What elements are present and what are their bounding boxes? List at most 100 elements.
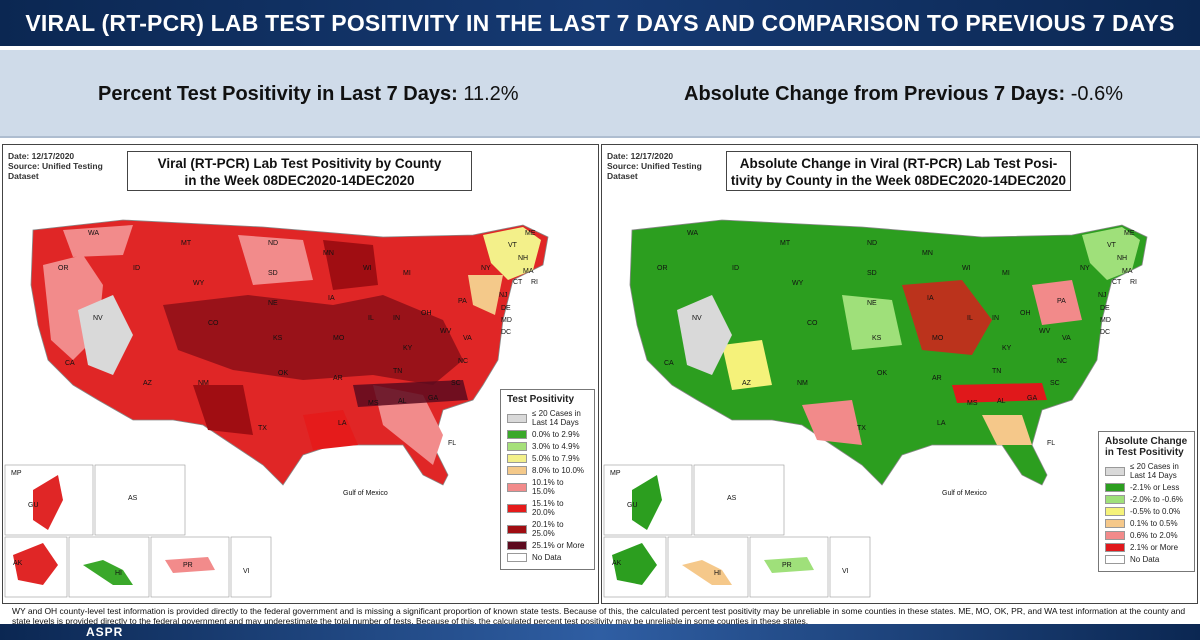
state-label: IN — [992, 315, 999, 322]
panel-meta: Date: 12/17/2020 Source: Unified Testing… — [607, 151, 717, 181]
state-labels: WA OR CA NV ID MT WY CO AZ NM ND SD NE K… — [58, 230, 538, 447]
state-label: MD — [1100, 317, 1111, 324]
state-label: ID — [732, 265, 739, 272]
footer-bar: ASPR — [0, 624, 1200, 640]
legend-label: 15.1% to 20.0% — [532, 499, 564, 517]
state-label: AL — [997, 398, 1006, 405]
state-label: PA — [458, 298, 467, 305]
state-label: SD — [268, 270, 278, 277]
legend-title: Test Positivity — [507, 394, 575, 405]
positivity-value: 11.2% — [463, 83, 519, 105]
us-map-shape — [30, 219, 549, 486]
state-label: DC — [501, 329, 511, 336]
state-label: MA — [1122, 268, 1133, 275]
state-label: GA — [428, 395, 438, 402]
state-label: VT — [508, 242, 518, 249]
aspr-logo: ASPR — [86, 625, 124, 639]
legend-label: 10.1% to 15.0% — [532, 478, 564, 496]
legend-label: 3.0% to 4.9% — [532, 442, 580, 451]
state-label: PA — [1057, 298, 1066, 305]
state-label: IA — [927, 295, 934, 302]
state-label: OH — [421, 310, 432, 317]
state-label: WY — [792, 280, 804, 287]
state-label: CT — [513, 279, 523, 286]
legend-label: 5.0% to 7.9% — [532, 454, 580, 463]
state-label: TX — [258, 425, 267, 432]
legend-item: 8.0% to 10.0% — [507, 466, 588, 475]
legend-label: ≤ 20 Cases in Last 14 Days — [1130, 462, 1179, 480]
legend-label: -2.1% or Less — [1130, 483, 1180, 492]
territory-label: MP — [610, 470, 621, 477]
state-label: KS — [273, 335, 283, 342]
change-label: Absolute Change from Previous 7 Days: — [684, 83, 1066, 105]
state-label: TN — [393, 368, 402, 375]
legend-label: -2.0% to -0.6% — [1130, 495, 1183, 504]
positivity-map-panel: WA OR CA NV ID MT WY CO AZ NM ND SD NE K… — [2, 144, 599, 604]
legend-swatch — [507, 524, 527, 534]
state-label: IL — [368, 315, 374, 322]
state-label: OR — [58, 265, 69, 272]
water-label: Gulf of Mexico — [942, 490, 987, 497]
state-label: MS — [368, 400, 379, 407]
state-label: CA — [65, 360, 75, 367]
state-label: NV — [692, 315, 702, 322]
legend-item: 15.1% to 20.0% — [507, 499, 588, 517]
panel-date: Date: 12/17/2020 — [607, 151, 674, 161]
state-label: SD — [867, 270, 877, 277]
legend-item: -2.0% to -0.6% — [1105, 495, 1188, 504]
legend-label: 0.6% to 2.0% — [1130, 531, 1178, 540]
legend-item: 3.0% to 4.9% — [507, 442, 588, 451]
legend-item: No Data — [1105, 555, 1188, 564]
panel-source: Source: Unified Testing Dataset — [607, 161, 702, 181]
legend-swatch — [507, 454, 527, 463]
state-label: ME — [1124, 230, 1135, 237]
panel-title-line: tivity by County in the Week 08DEC2020-1… — [730, 173, 1067, 188]
title-bar: VIRAL (RT-PCR) LAB TEST POSITIVITY IN TH… — [0, 0, 1200, 46]
legend-item: 25.1% or More — [507, 541, 588, 550]
state-label: NH — [1117, 255, 1127, 262]
legend-swatch — [507, 503, 527, 513]
territory-label: PR — [782, 562, 792, 569]
state-label: VA — [463, 335, 472, 342]
legend-swatch — [1105, 531, 1125, 540]
legend-item: ≤ 20 Cases in Last 14 Days — [507, 409, 588, 427]
state-label: OH — [1020, 310, 1031, 317]
state-label: RI — [531, 279, 538, 286]
state-label: CO — [807, 320, 818, 327]
legend-swatch — [507, 466, 527, 475]
panel-source: Source: Unified Testing Dataset — [8, 161, 103, 181]
legend-item: 2.1% or More — [1105, 543, 1188, 552]
state-label: CA — [664, 360, 674, 367]
water-label: Gulf of Mexico — [343, 490, 388, 497]
territory-label: AK — [612, 560, 622, 567]
state-label: OK — [278, 370, 288, 377]
panel-meta: Date: 12/17/2020 Source: Unified Testing… — [8, 151, 118, 181]
state-label: MO — [932, 335, 944, 342]
state-label: NE — [268, 300, 278, 307]
state-label: VA — [1062, 335, 1071, 342]
state-label: WA — [687, 230, 698, 237]
legend-swatch — [1105, 483, 1125, 492]
state-label: AZ — [143, 380, 153, 387]
state-label: NC — [1057, 358, 1067, 365]
panel-title-line: in the Week 08DEC2020-14DEC2020 — [184, 173, 415, 188]
state-label: AZ — [742, 380, 752, 387]
legend-label: 25.1% or More — [532, 541, 585, 550]
state-label: NE — [867, 300, 877, 307]
state-label: NJ — [1098, 292, 1107, 299]
panel-title: Absolute Change in Viral (RT-PCR) Lab Te… — [726, 151, 1071, 191]
state-label: SC — [1050, 380, 1060, 387]
legend-item: 10.1% to 15.0% — [507, 478, 588, 496]
territory-label: MP — [11, 470, 22, 477]
state-label: MI — [403, 270, 411, 277]
panel-title: Viral (RT-PCR) Lab Test Positivity by Co… — [127, 151, 472, 191]
state-label: DE — [501, 305, 511, 312]
panel-title-line: Viral (RT-PCR) Lab Test Positivity by Co… — [157, 156, 442, 171]
state-label: DE — [1100, 305, 1110, 312]
territory-label: HI — [115, 570, 122, 577]
state-label: KS — [872, 335, 882, 342]
territory-labels: MP GU AS AK HI PR VI Gulf of Mexico — [11, 470, 388, 577]
state-label: OK — [877, 370, 887, 377]
territory-label: AK — [13, 560, 23, 567]
legend-swatch — [507, 442, 527, 451]
